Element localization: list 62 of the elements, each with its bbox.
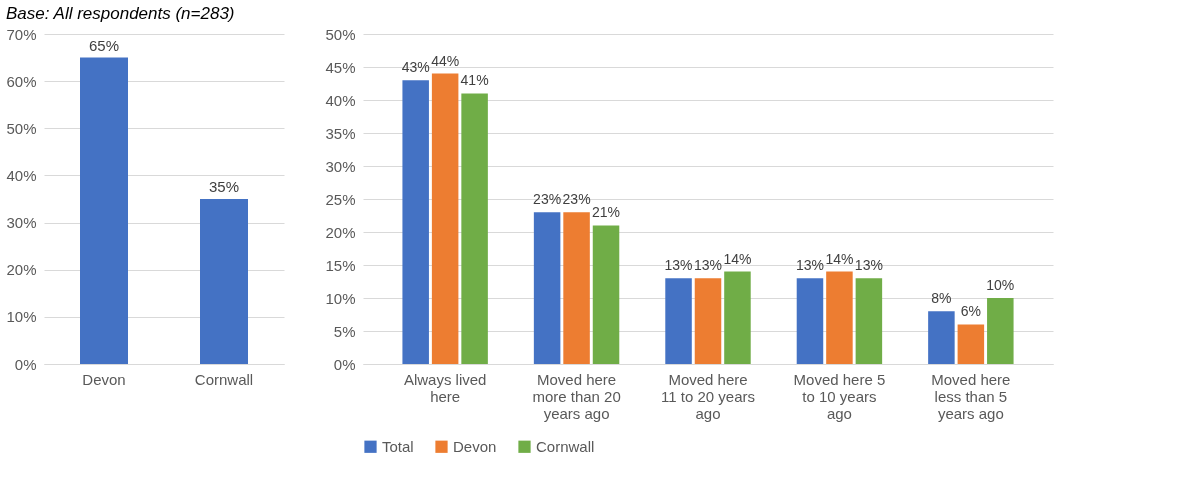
- y-tick-label: 25%: [325, 190, 356, 208]
- legend-label: Devon: [453, 437, 497, 455]
- data-label: 14%: [723, 250, 752, 267]
- data-label: 35%: [208, 178, 240, 195]
- y-tick-label: 45%: [325, 58, 356, 76]
- bar: [724, 271, 751, 364]
- y-tick-label: 30%: [6, 214, 37, 232]
- text: Base: All respondents (n=283): [5, 4, 235, 23]
- bar: [402, 80, 429, 364]
- data-label: 13%: [795, 257, 824, 274]
- data-label: 14%: [825, 250, 854, 267]
- legend-label: Total: [382, 437, 414, 455]
- y-tick-label: 0%: [14, 355, 37, 373]
- bar: [592, 225, 620, 364]
- y-tick-label: 50%: [6, 119, 37, 137]
- bar: [665, 278, 692, 364]
- y-tick-label: 30%: [325, 157, 356, 175]
- y-tick-label: 35%: [325, 124, 356, 142]
- y-tick-label: 10%: [6, 308, 37, 326]
- y-tick-label: 50%: [325, 25, 356, 43]
- y-tick-label: 0%: [333, 355, 356, 373]
- bar: [957, 324, 985, 364]
- bar: [694, 278, 722, 364]
- bar: [563, 212, 590, 364]
- data-label: 13%: [664, 257, 693, 274]
- y-tick-label: 5%: [333, 322, 356, 340]
- data-label: 21%: [592, 204, 621, 221]
- bar: [533, 212, 561, 364]
- x-tick-label: Moved here less than 5 years ago: [931, 370, 1011, 422]
- data-label: 44%: [431, 52, 460, 69]
- data-label: 23%: [533, 191, 562, 208]
- data-label: 10%: [986, 277, 1015, 293]
- x-tick-label: Moved here more than 20 years ago: [532, 370, 621, 422]
- data-label: 8%: [931, 290, 952, 307]
- data-label: 41%: [460, 72, 489, 89]
- data-label: 43%: [401, 59, 430, 76]
- legend-label: Cornwall: [536, 437, 595, 455]
- bar: [461, 93, 488, 364]
- y-tick-label: 15%: [325, 256, 356, 274]
- y-tick-label: 60%: [6, 72, 37, 90]
- x-tick-label: Moved here 5 to 10 years ago: [793, 370, 886, 422]
- bar: [796, 278, 824, 364]
- data-label: 65%: [88, 36, 120, 54]
- data-label: 23%: [562, 191, 591, 208]
- bar: [826, 271, 853, 364]
- x-tick-label: Devon: [82, 370, 126, 388]
- y-tick-label: 70%: [6, 25, 37, 43]
- bar: [855, 278, 883, 364]
- x-tick-label: Always lived here: [403, 370, 487, 405]
- y-tick-label: 10%: [325, 289, 356, 307]
- y-tick-label: 20%: [6, 261, 37, 279]
- x-tick-label: Cornwall: [194, 370, 254, 388]
- y-tick-label: 20%: [325, 223, 356, 241]
- data-label: 6%: [960, 303, 981, 320]
- x-tick-label: Moved here 11 to 20 years ago: [661, 370, 755, 422]
- bar: [431, 73, 459, 364]
- bar: [928, 311, 955, 364]
- bar: [987, 298, 1014, 364]
- y-tick-label: 40%: [325, 91, 356, 109]
- data-label: 13%: [693, 257, 723, 274]
- y-tick-label: 40%: [6, 166, 37, 184]
- data-label: 13%: [854, 257, 883, 274]
